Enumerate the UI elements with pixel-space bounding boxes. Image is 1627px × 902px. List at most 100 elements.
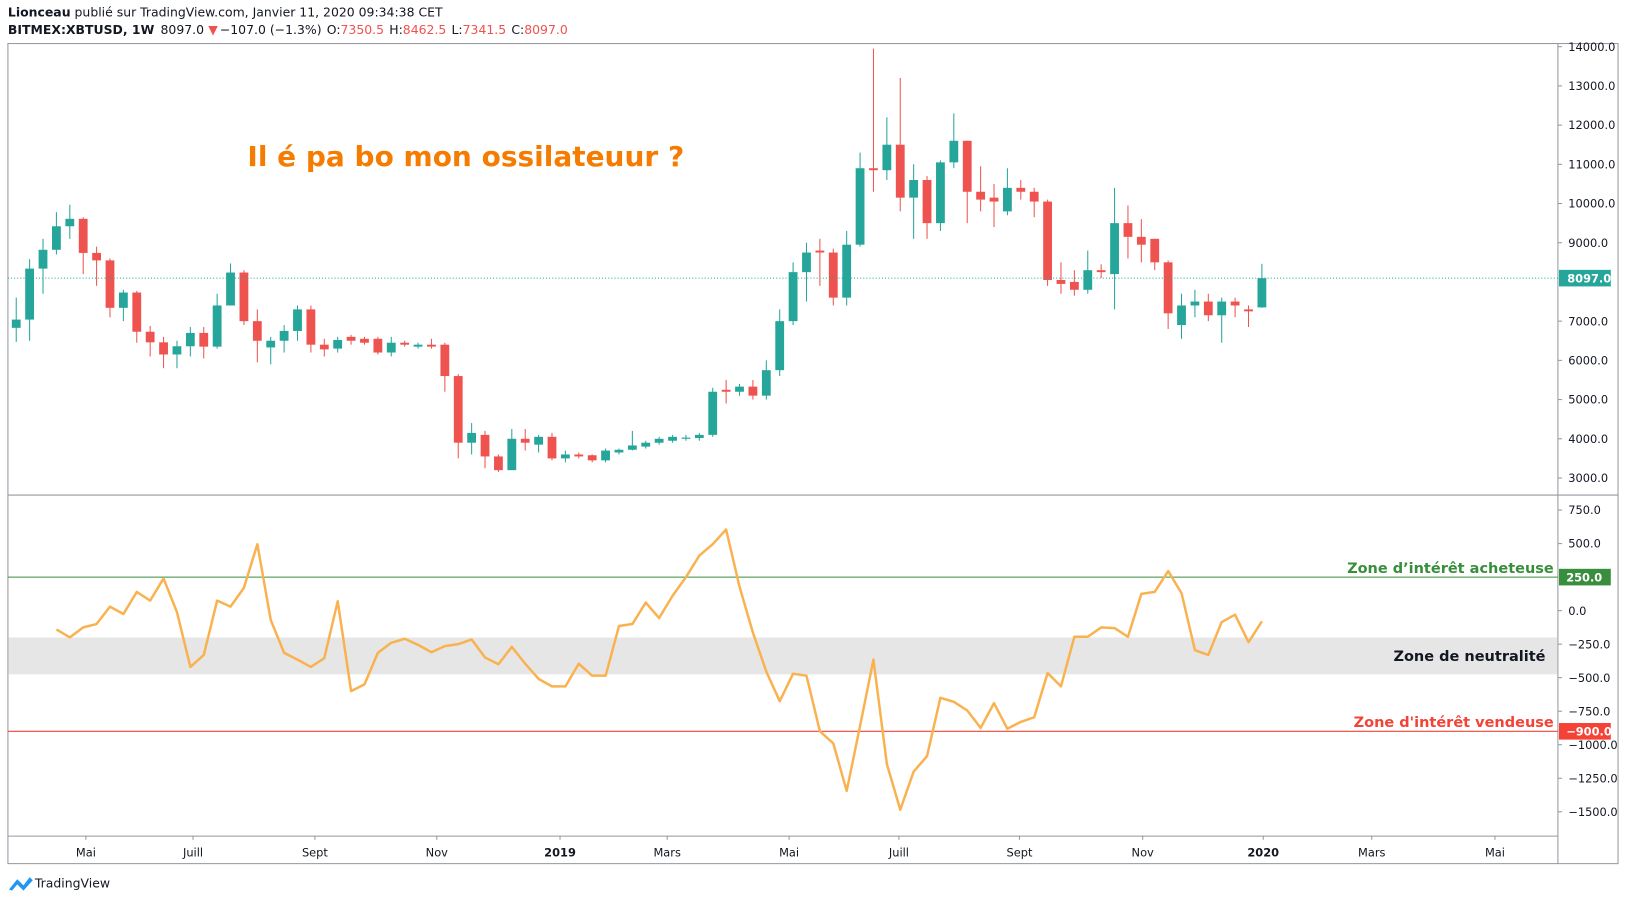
candle-body [427,344,436,347]
candle-body [306,309,316,345]
candle-body [480,434,490,457]
zone-label: Zone de neutralité [1393,649,1545,665]
candle-body [574,454,584,457]
candle-body [1150,238,1160,263]
candle-body [1230,301,1240,306]
x-tick-label: 2019 [544,845,576,859]
candle-body [346,336,356,341]
candle-body [1136,236,1146,245]
candle-body [52,226,61,250]
candle-body [494,456,503,471]
candle-body [815,250,825,253]
candle-body [654,438,664,443]
symbol-line: BITMEX:XBTUSD, 1W 8097.0 ▼ −107.0 (−1.3%) O:… [8,22,568,37]
candle-body [976,191,986,200]
candle-body [467,432,477,443]
x-tick-label: 2020 [1247,845,1279,859]
frame [7,43,1619,865]
brand: TradingView [34,875,110,890]
candle-body [989,197,999,202]
candle-body [159,342,168,355]
x-tick-label: Mai [76,845,96,859]
candle-body [882,144,892,171]
x-tick-label: Juill [888,845,909,859]
candle-body [1217,301,1227,316]
candle-body [1203,301,1213,316]
price-label-box [1558,269,1611,287]
candle-body [1096,270,1106,273]
y-tick-label: 9000.0 [1568,236,1608,250]
candle-body [1056,279,1066,284]
y-tick-label: 6000.0 [1568,354,1608,368]
candle-body [909,179,919,198]
y-tick-label: 0.0 [1568,604,1586,618]
candle-body [1069,281,1079,290]
candle-body [386,342,396,353]
candle-body [668,436,677,441]
candle-body [185,332,195,347]
candle-body [1043,201,1052,280]
candle-body [962,140,972,192]
y-tick-label: 500.0 [1568,537,1601,551]
down-arrow: ▼ [208,22,218,37]
candle-body [65,218,75,227]
candle-body [92,252,101,261]
level-text: Zone d'intérêt vendeuse [1354,715,1554,731]
y-tick-label: 4000.0 [1568,432,1608,446]
ohlc-label: O: [327,22,341,37]
candle-body [78,218,88,253]
ohlc-value: 7341.5 [463,22,507,37]
y-tick-label: 12000.0 [1568,118,1615,132]
candle-body [775,321,785,371]
candle-body [627,445,637,450]
candle-body [453,376,463,443]
oscillator-line [55,528,1263,811]
y-tick-label: 3000.0 [1568,471,1608,485]
author: Lionceau [8,5,71,20]
level-label: 250.0 [1566,570,1602,584]
candle-body [25,268,35,320]
change: −107.0 (−1.3%) [220,22,322,37]
candle-body [132,292,142,332]
annotation: Il é pa bo mon ossilateuur ? [247,140,684,173]
y-tick-label: 13000.0 [1568,79,1615,93]
candle-body [400,342,410,345]
y-tick-label: 14000.0 [1568,40,1615,54]
candle-body [252,321,262,341]
logo-icon [8,877,33,891]
candle-body [118,292,128,308]
level-label-box [1558,723,1611,740]
ohlc-label: L: [452,22,463,37]
candle-body [145,331,155,343]
candle-body [1083,270,1093,290]
candle-body [721,389,731,392]
footer-logo: TradingView [8,875,110,891]
y-tick-label: 7000.0 [1568,314,1608,328]
candle-body [869,168,878,171]
y-tick-label: −500.0 [1568,671,1610,685]
candle-body [614,449,624,453]
y-tick-label: −250.0 [1568,637,1610,651]
candle-body [1190,301,1200,306]
y-tick-label: 750.0 [1568,503,1601,517]
candle-body [319,344,329,350]
candle-body [681,437,691,439]
candle-body [587,455,597,461]
candle-body [1177,305,1186,326]
candle-body [1257,278,1267,308]
candle-body [172,346,182,355]
x-tick-label: Mars [1358,845,1385,859]
y-tick-label: 5000.0 [1568,393,1608,407]
candle-body [641,442,651,447]
candle-body [949,140,959,163]
publisher-line: Lionceau publié sur TradingView.com, Jan… [8,5,443,20]
last-price: 8097.0 [161,22,205,37]
candle-body [373,338,383,353]
candle-body [239,272,249,322]
x-tick-label: Mai [1485,845,1505,859]
x-tick-label: Mars [653,845,680,859]
candle-body [333,339,343,349]
candle-body [11,319,21,328]
candle-body [212,305,222,347]
